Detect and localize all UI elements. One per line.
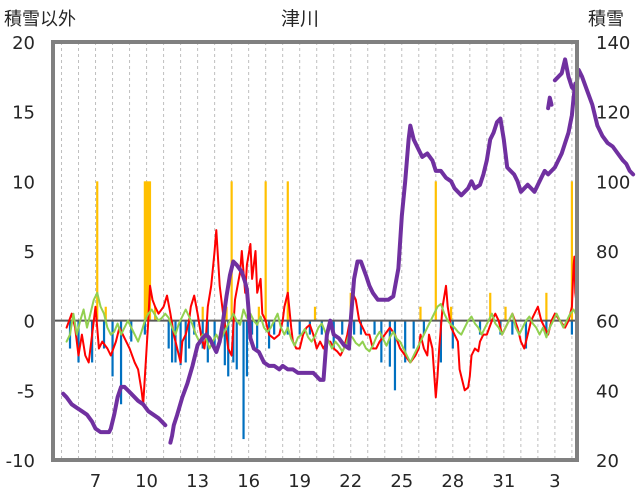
- snow_depth-line: [546, 95, 554, 111]
- precip-bar: [359, 320, 363, 335]
- precip-bar: [77, 320, 80, 363]
- snowfall-bar: [450, 306, 453, 321]
- precip-bar: [298, 320, 301, 335]
- temp_mean-line: [65, 291, 578, 364]
- precip-bar: [130, 320, 133, 342]
- x-tick-labels: 7 10 13 16 19 22 25 28 31 3: [90, 471, 561, 492]
- snowfall-bar: [504, 306, 507, 321]
- x-tick-label: 10: [135, 471, 158, 492]
- precip-bar: [179, 320, 182, 366]
- x-tick-label: 7: [90, 471, 101, 492]
- bar-series: [68, 181, 573, 440]
- precip-bar: [256, 320, 259, 349]
- snow_depth-line: [61, 384, 168, 435]
- vertical-grid: [61, 42, 573, 460]
- left-tick-label: 10: [12, 172, 35, 193]
- precip-bar: [511, 320, 514, 335]
- snow_depth-line: [552, 57, 636, 177]
- x-tick-label: 28: [441, 471, 464, 492]
- snowfall-bar: [148, 181, 152, 321]
- snowfall-bar: [419, 306, 422, 321]
- x-tick-label: 31: [492, 471, 515, 492]
- precip-bar: [102, 320, 106, 349]
- right-tick-label: 20: [596, 451, 619, 472]
- snowfall-bar: [286, 181, 289, 321]
- precip-bar: [245, 320, 249, 377]
- precip-bar: [213, 320, 216, 349]
- precip-bar: [545, 320, 548, 335]
- snowfall-bar: [545, 292, 548, 321]
- precip-bar: [422, 320, 425, 335]
- right-tick-label: 60: [596, 312, 619, 333]
- left-tick-label: 15: [12, 103, 35, 124]
- precip-bar: [439, 320, 442, 363]
- precip-bar: [404, 320, 407, 363]
- precip-bar: [170, 320, 174, 363]
- snow_depth-line: [168, 81, 578, 445]
- x-tick-label: 22: [339, 471, 362, 492]
- right-tick-label: 80: [596, 242, 619, 263]
- precip-bar: [341, 320, 344, 335]
- x-tick-label: 13: [186, 471, 209, 492]
- x-tick-label: 25: [390, 471, 413, 492]
- precip-bar: [143, 320, 146, 335]
- left-tick-label: -10: [6, 451, 35, 472]
- precip-bar: [184, 320, 187, 363]
- snowfall-bar: [264, 181, 267, 321]
- right-tick-label: 100: [596, 172, 630, 193]
- precip-bar: [119, 320, 123, 405]
- precip-bar: [380, 320, 383, 363]
- precip-bar: [388, 320, 391, 367]
- precip-bar: [188, 320, 191, 349]
- left-axis-label: 積雪以外: [4, 9, 76, 30]
- precip-bar: [223, 320, 226, 366]
- precip-bar: [273, 320, 276, 335]
- left-tick-label: 5: [24, 242, 35, 263]
- plot-frame: [51, 40, 579, 462]
- snowfall-bar: [313, 306, 317, 321]
- x-tick-label: 3: [549, 471, 560, 492]
- snowfall-bar: [143, 181, 146, 321]
- snowfall-bar: [145, 181, 148, 321]
- right-tick-label: 40: [596, 381, 619, 402]
- precip-bar: [570, 320, 573, 335]
- snowfall-bar: [104, 306, 107, 321]
- left-tick-labels: -10 -5 0 5 10 15 20: [6, 33, 35, 472]
- precip-bar: [451, 320, 454, 349]
- precip-bar: [242, 320, 245, 440]
- line-series: [61, 57, 636, 445]
- snowfall-bar: [201, 306, 204, 321]
- x-tick-label: 19: [288, 471, 311, 492]
- snowfall-bar: [257, 306, 260, 321]
- snowfall-bar: [434, 181, 437, 321]
- chart-title: 津川: [281, 8, 319, 30]
- right-tick-label: 140: [596, 33, 630, 54]
- precip-bar: [235, 320, 238, 370]
- snowfall-bar: [230, 181, 233, 321]
- precip-bar: [478, 320, 482, 335]
- left-tick-label: 0: [24, 312, 35, 333]
- right-tick-label: 120: [596, 103, 630, 124]
- precip-bar: [412, 320, 415, 349]
- precip-bar: [393, 320, 397, 391]
- snowfall-bar: [225, 306, 228, 321]
- precip-bar: [250, 320, 254, 335]
- precip-bar: [167, 320, 170, 349]
- precip-bar: [373, 320, 376, 335]
- snowfall-bar: [489, 292, 492, 321]
- x-tick-label: 16: [237, 471, 260, 492]
- snowfall-bar: [570, 181, 573, 321]
- precip-bar: [524, 320, 528, 349]
- left-tick-label: -5: [17, 381, 35, 402]
- right-axis-label: 積雪: [588, 9, 624, 30]
- precip-bar: [353, 320, 356, 335]
- right-tick-labels: 20 40 60 80 100 120 140: [596, 33, 630, 472]
- snowfall-bar: [96, 181, 99, 321]
- temp_max-line: [65, 229, 578, 406]
- precip-bar: [320, 320, 323, 335]
- snowfall-bar: [147, 181, 150, 321]
- left-tick-label: 20: [12, 33, 35, 54]
